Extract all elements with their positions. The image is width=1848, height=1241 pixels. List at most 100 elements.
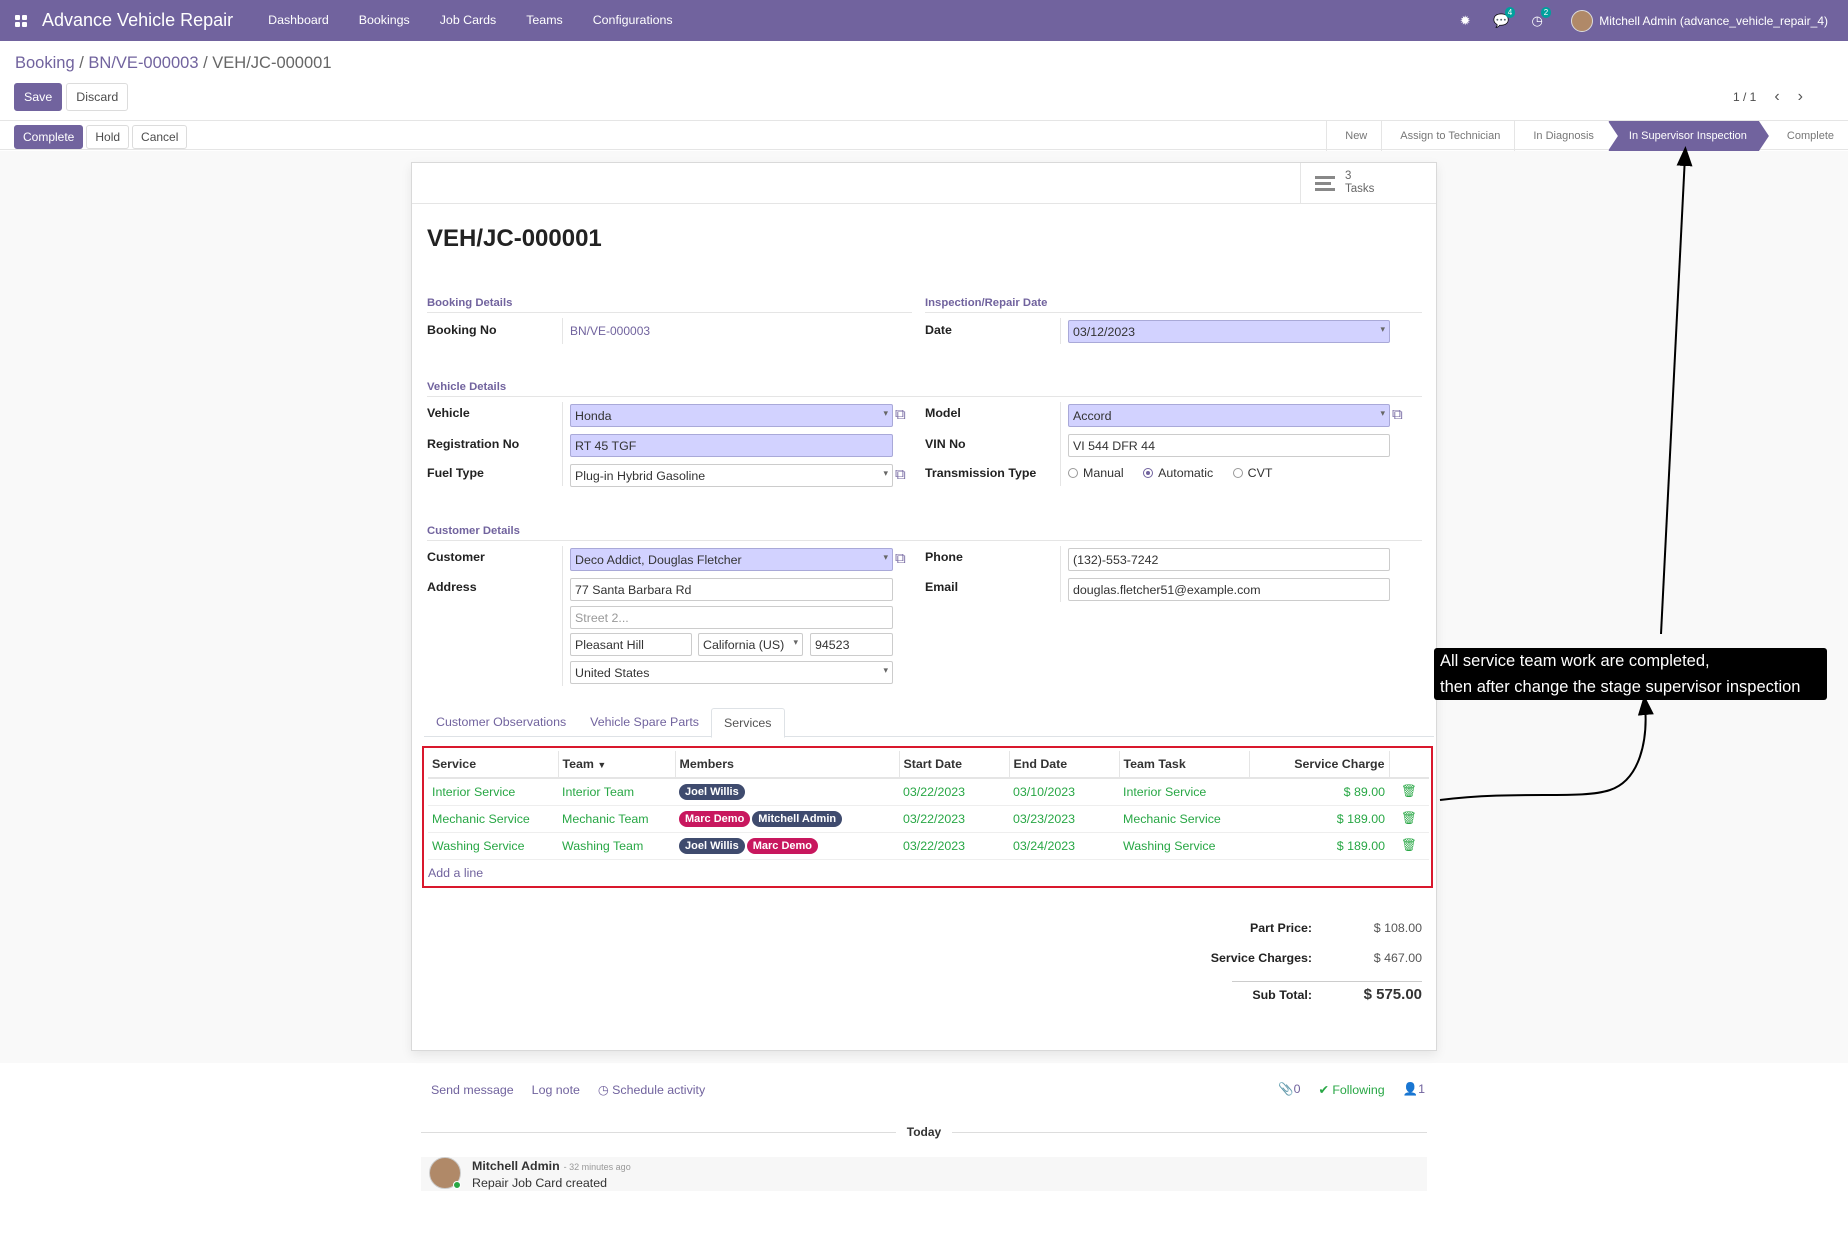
- vin-input[interactable]: VI 544 DFR 44: [1068, 434, 1390, 457]
- cell-members[interactable]: Joel Willis: [675, 778, 899, 806]
- city-input[interactable]: Pleasant Hill: [570, 633, 692, 656]
- followers-button[interactable]: 👤1: [1403, 1082, 1425, 1097]
- cell-end-date[interactable]: 03/10/2023: [1009, 778, 1119, 806]
- cell-members[interactable]: Joel Willis Marc Demo: [675, 832, 899, 860]
- country-select[interactable]: United States: [570, 661, 893, 684]
- cell-service[interactable]: Washing Service: [428, 832, 558, 860]
- model-external-link-icon[interactable]: ⧉: [1392, 406, 1403, 423]
- column-start-date[interactable]: Start Date: [899, 751, 1010, 779]
- tasks-smart-button[interactable]: 3 Tasks: [1300, 163, 1428, 203]
- breadcrumb-booking[interactable]: BN/VE-000003: [88, 54, 199, 72]
- following-button[interactable]: ✔ Following: [1318, 1082, 1384, 1097]
- menu-dashboard[interactable]: Dashboard: [268, 13, 329, 27]
- zip-input[interactable]: 94523: [810, 633, 893, 656]
- state-select[interactable]: California (US): [698, 633, 803, 656]
- column-team[interactable]: Team ▼: [558, 751, 676, 779]
- cell-end-date[interactable]: 03/24/2023: [1009, 832, 1119, 860]
- cell-start-date[interactable]: 03/22/2023: [899, 832, 1009, 860]
- delete-row-icon[interactable]: 🗑: [1389, 805, 1429, 833]
- member-tag[interactable]: Marc Demo: [679, 810, 751, 827]
- vehicle-select[interactable]: Honda: [570, 404, 893, 427]
- customer-select[interactable]: Deco Addict, Douglas Fletcher: [570, 548, 893, 571]
- activities-icon[interactable]: ◷ 2: [1519, 6, 1555, 29]
- member-tag[interactable]: Mitchell Admin: [752, 810, 843, 827]
- tab-services[interactable]: Services: [710, 708, 785, 738]
- tab-vehicle-spare-parts[interactable]: Vehicle Spare Parts: [590, 715, 699, 729]
- menu-configurations[interactable]: Configurations: [592, 13, 673, 27]
- cell-team-task[interactable]: Interior Service: [1119, 778, 1249, 806]
- save-button[interactable]: Save: [14, 83, 63, 111]
- stage-complete[interactable]: Complete: [1786, 130, 1834, 142]
- cell-start-date[interactable]: 03/22/2023: [899, 778, 1009, 806]
- hold-button[interactable]: Hold: [86, 125, 130, 149]
- breadcrumb-root[interactable]: Booking: [15, 54, 75, 72]
- cell-team[interactable]: Interior Team: [558, 778, 675, 806]
- booking-no-link[interactable]: BN/VE-000003: [570, 324, 651, 338]
- attachments-button[interactable]: 📎0: [1278, 1082, 1300, 1097]
- column-service-charge[interactable]: Service Charge: [1249, 751, 1390, 779]
- cell-start-date[interactable]: 03/22/2023: [899, 805, 1009, 833]
- radio-cvt[interactable]: CVT: [1232, 466, 1272, 480]
- column-end-date[interactable]: End Date: [1009, 751, 1120, 779]
- member-tag[interactable]: Joel Willis: [679, 783, 745, 800]
- column-members[interactable]: Members: [675, 751, 900, 779]
- street2-input[interactable]: Street 2...: [570, 606, 893, 629]
- delete-row-icon[interactable]: 🗑: [1389, 778, 1429, 806]
- apps-menu-icon[interactable]: [0, 0, 42, 41]
- pager-next-icon[interactable]: ›: [1797, 88, 1803, 105]
- table-row[interactable]: Washing Service Washing Team Joel Willis Ma…: [428, 832, 1429, 860]
- cell-service[interactable]: Mechanic Service: [428, 805, 558, 833]
- tab-customer-observations[interactable]: Customer Observations: [436, 715, 567, 729]
- stage-new[interactable]: New: [1326, 121, 1381, 151]
- cell-team[interactable]: Mechanic Team: [558, 805, 675, 833]
- menu-teams[interactable]: Teams: [526, 13, 563, 27]
- user-avatar[interactable]: [1571, 9, 1594, 32]
- column-team-task[interactable]: Team Task: [1119, 751, 1250, 779]
- cell-team[interactable]: Washing Team: [558, 832, 675, 860]
- cell-end-date[interactable]: 03/23/2023: [1009, 805, 1119, 833]
- menu-bookings[interactable]: Bookings: [358, 13, 410, 27]
- pager-value[interactable]: 1 / 1: [1732, 90, 1757, 104]
- vehicle-external-link-icon[interactable]: ⧉: [895, 406, 906, 423]
- stage-assign-to-technician[interactable]: Assign to Technician: [1381, 121, 1514, 151]
- phone-input[interactable]: (132)-553-7242: [1068, 548, 1390, 571]
- table-row[interactable]: Interior Service Interior Team Joel Willis…: [428, 778, 1429, 806]
- customer-external-link-icon[interactable]: ⧉: [895, 550, 906, 567]
- email-input[interactable]: douglas.fletcher51@example.com: [1068, 578, 1390, 601]
- complete-button[interactable]: Complete: [14, 125, 84, 149]
- fuel-type-select[interactable]: Plug-in Hybrid Gasoline: [570, 464, 893, 487]
- message-author[interactable]: Mitchell Admin: [472, 1159, 560, 1173]
- cell-service[interactable]: Interior Service: [428, 778, 558, 806]
- model-select[interactable]: Accord: [1068, 404, 1390, 427]
- cell-service-charge[interactable]: $ 189.00: [1249, 805, 1389, 833]
- member-tag[interactable]: Joel Willis: [679, 837, 745, 854]
- send-message-button[interactable]: Send message: [431, 1082, 514, 1097]
- member-tag[interactable]: Marc Demo: [746, 837, 818, 854]
- delete-row-icon[interactable]: 🗑: [1389, 832, 1429, 860]
- registration-input[interactable]: RT 45 TGF: [570, 434, 893, 457]
- fuel-type-external-link-icon[interactable]: ⧉: [895, 466, 906, 483]
- user-menu[interactable]: Mitchell Admin (advance_vehicle_repair_4…: [1599, 13, 1828, 28]
- date-input[interactable]: 03/12/2023: [1068, 320, 1390, 343]
- cell-members[interactable]: Marc Demo Mitchell Admin: [675, 805, 899, 833]
- add-line-link[interactable]: Add a line: [428, 865, 484, 880]
- schedule-activity-button[interactable]: ◷ Schedule activity: [598, 1082, 705, 1097]
- cell-team-task[interactable]: Washing Service: [1119, 832, 1249, 860]
- cell-service-charge[interactable]: $ 189.00: [1249, 832, 1389, 860]
- log-note-button[interactable]: Log note: [531, 1082, 580, 1097]
- cancel-button[interactable]: Cancel: [132, 125, 188, 149]
- discard-button[interactable]: Discard: [66, 83, 129, 111]
- messages-icon[interactable]: 💬 4: [1483, 6, 1519, 29]
- radio-automatic[interactable]: Automatic: [1143, 466, 1213, 480]
- table-row[interactable]: Mechanic Service Mechanic Team Marc Demo Mi…: [428, 805, 1429, 833]
- menu-job-cards[interactable]: Job Cards: [439, 13, 497, 27]
- column-service[interactable]: Service: [428, 751, 559, 779]
- app-brand[interactable]: Advance Vehicle Repair: [42, 10, 234, 30]
- street-input[interactable]: 77 Santa Barbara Rd: [570, 578, 893, 601]
- bug-icon[interactable]: ✹: [1459, 12, 1471, 28]
- cell-service-charge[interactable]: $ 89.00: [1249, 778, 1389, 806]
- radio-manual[interactable]: Manual: [1068, 466, 1124, 480]
- stage-in-diagnosis[interactable]: In Diagnosis: [1514, 121, 1608, 151]
- stage-in-supervisor-inspection[interactable]: In Supervisor Inspection: [1608, 121, 1769, 151]
- cell-team-task[interactable]: Mechanic Service: [1119, 805, 1249, 833]
